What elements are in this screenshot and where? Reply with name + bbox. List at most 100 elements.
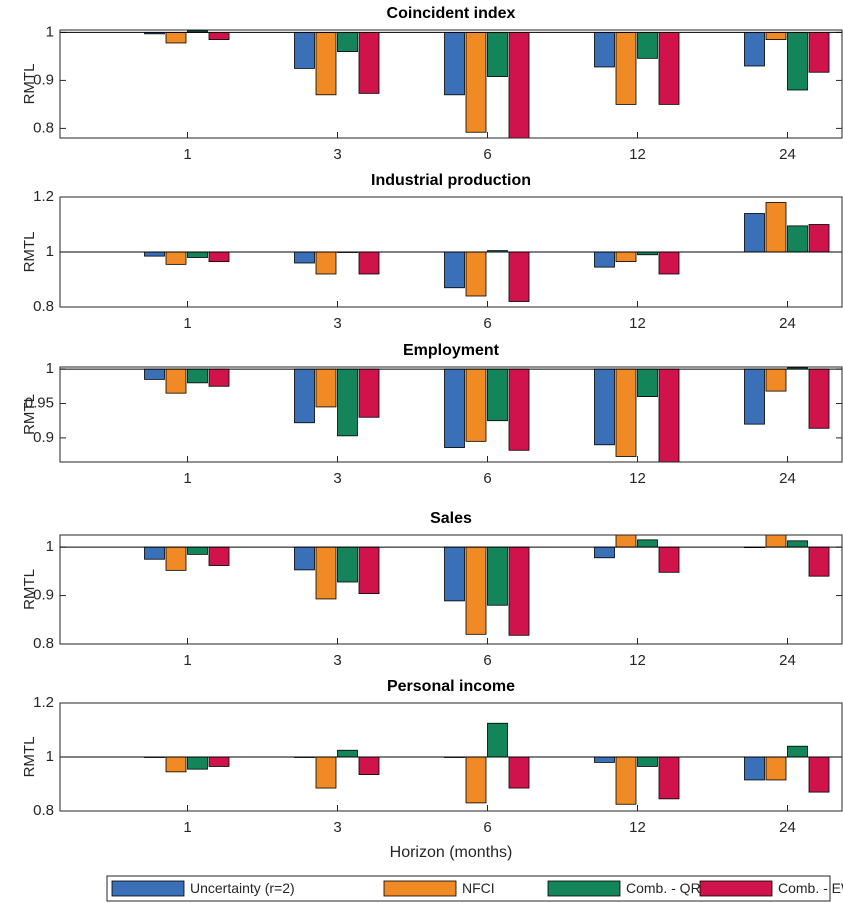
bar	[487, 546, 508, 606]
bar	[187, 251, 208, 258]
x-tick-label: 1	[183, 146, 191, 163]
bar	[294, 546, 315, 571]
axes-box	[59, 702, 843, 812]
x-axis-label: Horizon (months)	[390, 844, 513, 861]
y-axis-label: RMTL	[21, 737, 38, 778]
bar	[337, 546, 358, 583]
bar	[337, 749, 358, 758]
bar	[808, 368, 830, 429]
y-tick-label: 0.8	[33, 119, 54, 136]
bar	[294, 32, 315, 69]
legend-swatch	[383, 880, 457, 897]
bar	[315, 546, 337, 600]
legend-label: Comb. - QR	[626, 880, 701, 896]
bar	[765, 534, 787, 548]
bar	[744, 213, 765, 253]
bar	[808, 546, 830, 577]
bar	[808, 224, 830, 253]
bar	[144, 251, 165, 257]
bar	[315, 756, 337, 789]
bar	[444, 546, 465, 602]
x-tick-label: 3	[333, 652, 341, 669]
x-tick-label: 3	[333, 470, 341, 487]
y-axis-label: RMTL	[21, 232, 38, 273]
bar	[615, 251, 637, 263]
axes-box	[59, 29, 843, 139]
x-tick-label: 12	[629, 819, 646, 836]
bar	[294, 368, 315, 424]
x-tick-label: 12	[629, 470, 646, 487]
bar	[637, 539, 658, 548]
bar	[594, 32, 615, 68]
bar	[615, 32, 637, 105]
bar	[765, 368, 787, 392]
bar	[165, 32, 187, 44]
bar	[187, 546, 208, 555]
bar	[508, 32, 530, 139]
bar	[508, 546, 530, 636]
bar	[165, 368, 187, 394]
bar	[765, 756, 787, 781]
bar	[208, 756, 230, 767]
x-tick-label: 1	[183, 819, 191, 836]
bar	[465, 546, 487, 635]
bar	[658, 32, 680, 105]
bar	[808, 32, 830, 73]
bar	[315, 368, 337, 408]
x-tick-label: 3	[333, 819, 341, 836]
bar	[315, 251, 337, 275]
x-tick-label: 3	[333, 146, 341, 163]
x-tick-label: 12	[629, 315, 646, 332]
panel-title: Employment	[403, 342, 500, 359]
y-tick-label: 0.9	[33, 71, 54, 88]
x-tick-label: 3	[333, 315, 341, 332]
bar	[165, 756, 187, 773]
bar	[315, 32, 337, 96]
bar	[465, 756, 487, 804]
bar	[187, 756, 208, 770]
y-tick-label: 1.2	[33, 188, 54, 205]
bar	[487, 722, 508, 758]
legend-label: Uncertainty (r=2)	[190, 880, 295, 896]
y-tick-label: 0.8	[33, 298, 54, 315]
bar	[444, 251, 465, 289]
x-tick-label: 24	[779, 470, 796, 487]
y-tick-label: 1	[46, 360, 54, 377]
bar	[144, 368, 165, 380]
legend-swatch	[111, 880, 185, 897]
bar	[765, 32, 787, 41]
legend-swatch	[547, 880, 621, 897]
x-tick-label: 6	[483, 146, 491, 163]
bar	[465, 251, 487, 297]
bar	[637, 368, 658, 398]
bar	[787, 540, 808, 548]
x-tick-label: 6	[483, 470, 491, 487]
bar	[594, 756, 615, 763]
axes-box	[59, 366, 843, 463]
bar	[508, 756, 530, 789]
bar	[658, 756, 680, 800]
bar	[358, 368, 380, 418]
y-tick-label: 1	[46, 23, 54, 40]
bar	[658, 368, 680, 463]
bar	[637, 32, 658, 59]
x-tick-label: 24	[779, 146, 796, 163]
panel-title: Sales	[430, 510, 472, 527]
y-tick-label: 0.8	[33, 802, 54, 819]
bar	[594, 251, 615, 268]
bar	[358, 32, 380, 94]
x-tick-label: 6	[483, 819, 491, 836]
bar	[744, 368, 765, 425]
bar	[465, 368, 487, 442]
bar	[508, 251, 530, 302]
bar	[208, 32, 230, 41]
bar	[444, 368, 465, 448]
bar	[744, 32, 765, 67]
bar	[787, 32, 808, 91]
axes-box	[59, 196, 843, 308]
bar	[787, 745, 808, 758]
legend-label: Comb. - EW	[778, 880, 843, 896]
bar	[487, 368, 508, 422]
x-tick-label: 12	[629, 652, 646, 669]
